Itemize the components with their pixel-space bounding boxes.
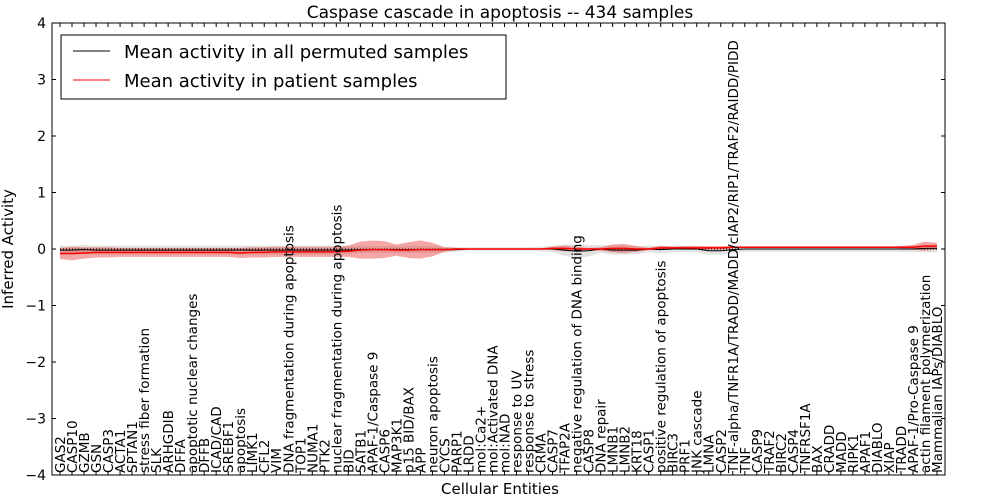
x-tick-label: mol:NAD	[498, 414, 514, 473]
x-tick-label: GAS2	[53, 436, 69, 473]
legend-label-permuted: Mean activity in all permuted samples	[124, 42, 468, 63]
series-line-patient	[60, 245, 937, 255]
x-tick-label: p15 BID/BAX	[401, 387, 417, 473]
y-axis-label: Inferred Activity	[0, 189, 17, 309]
x-tick-label: TRAF2	[762, 430, 778, 474]
x-tick-label: TRADD	[894, 426, 910, 474]
x-tick-label: DNA fragmentation during apoptosis	[281, 225, 297, 473]
x-tick-label: VIM	[269, 448, 285, 473]
y-tick-label: −1	[25, 299, 46, 315]
x-tick-label: CRADD	[822, 425, 838, 473]
x-tick-label: CRMA	[534, 433, 550, 473]
x-tick-label: BIRC2	[774, 433, 790, 473]
x-tick-label: LIMK1	[245, 432, 261, 473]
x-tick-label: PTK2	[317, 439, 333, 473]
x-tick-label: APP	[413, 447, 429, 473]
x-tick-label: neuron apoptosis	[425, 356, 441, 473]
x-tick-label: SLK	[149, 447, 165, 473]
x-tick-label: response to stress	[522, 350, 538, 473]
x-tick-label: MAP3K1	[389, 418, 405, 473]
x-tick-label: LMNB1	[606, 426, 622, 473]
x-tick-label: nuclear fragmentation during apoptosis	[329, 205, 345, 473]
x-tick-label: stress fiber formation	[137, 328, 153, 473]
x-tick-label: TFAP2A	[558, 422, 574, 474]
x-tick-label: SATB1	[353, 430, 369, 473]
legend: Mean activity in all permuted samples Me…	[60, 34, 507, 100]
x-tick-label: negative regulation of DNA binding	[570, 235, 586, 473]
x-tick-label: PRF1	[678, 439, 694, 473]
band-patient	[60, 240, 937, 261]
legend-label-patient: Mean activity in patient samples	[124, 71, 418, 92]
x-tick-label: ACTA1	[113, 430, 129, 473]
x-tick-label: BAX	[810, 445, 826, 473]
x-tick-label: DFFB	[197, 438, 213, 473]
x-tick-label: BID	[341, 449, 357, 473]
x-tick-label: TNF-alpha/TNFR1A/TRADD/MADD/cIAP2/RIP1/T…	[726, 40, 742, 474]
y-tick-label: 0	[37, 242, 46, 258]
x-tick-label: CASP4	[786, 429, 802, 473]
x-tick-label: TNF	[738, 447, 754, 474]
x-tick-label: DNA repair	[594, 399, 610, 473]
y-tick-label: −2	[25, 355, 46, 371]
x-tick-label: LMNA	[702, 434, 718, 473]
x-tick-label: CASP8	[582, 429, 598, 473]
legend-box	[60, 34, 507, 100]
x-tick-label: RIPK1	[846, 434, 862, 473]
y-tick-label: −4	[25, 468, 46, 484]
y-tick-label: 1	[37, 186, 46, 202]
x-tick-label: CASP10	[65, 420, 81, 473]
x-tick-label: TNFRSF1A	[798, 403, 814, 474]
x-tick-label: SREBF1	[221, 421, 237, 473]
x-tick-label: MADD	[834, 431, 850, 473]
x-tick-label: mol:Ca2+	[473, 406, 489, 473]
x-tick-label: APAF-1/Pro-Caspase 9	[906, 325, 922, 473]
y-tick-label: 2	[37, 129, 46, 145]
x-tick-label: DFFA	[173, 438, 189, 473]
x-tick-label: positive regulation of apoptosis	[654, 261, 670, 473]
x-tick-label: ARHGDIB	[161, 410, 177, 473]
x-tick-label: CASP7	[546, 429, 562, 473]
x-tick-label: APAF-1/Caspase 9	[365, 352, 381, 473]
x-tick-label: APAF1	[858, 431, 874, 473]
y-tick-label: 4	[37, 16, 46, 32]
x-tick-label: DIABLO	[870, 422, 886, 473]
x-tick-label: LMNB2	[618, 426, 634, 473]
x-axis-label: Cellular Entities	[441, 480, 559, 498]
x-tick-label: KRT18	[630, 430, 646, 473]
x-tick-label: XIAP	[882, 442, 898, 473]
y-tick-label: 3	[37, 73, 46, 89]
x-tick-label: ICAD/CAD	[209, 406, 225, 473]
x-tick-label: JNK cascade	[690, 390, 706, 474]
x-tick-label: GZMB	[77, 432, 93, 473]
x-tick-label: CYCS	[437, 438, 453, 473]
x-tick-label: CFL2	[257, 440, 273, 473]
x-tick-label: actin filament polymerization	[918, 275, 934, 473]
x-tick-label: CASP1	[642, 429, 658, 473]
x-tick-label: CASP2	[714, 429, 730, 473]
x-tick-label: GSN	[89, 444, 105, 473]
x-tick-label: TOP1	[293, 437, 309, 474]
x-tick-label: CASP9	[750, 429, 766, 473]
x-tick-label: mol:Activated DNA	[485, 345, 501, 473]
x-tick-label: apoptosis	[233, 408, 249, 473]
x-tick-label: CASP3	[101, 429, 117, 473]
x-tick-label: SPTAN1	[125, 421, 141, 473]
x-tick-label: Mammalian IAPs/DIABLO	[930, 307, 946, 473]
x-tick-label: PARP1	[449, 430, 465, 473]
x-tick-label: response to UV	[510, 370, 526, 473]
chart-title: Caspase cascade in apoptosis -- 434 samp…	[307, 3, 694, 23]
x-tick-label: BIRC3	[666, 433, 682, 473]
x-tick-label: apoptotic nuclear changes	[185, 294, 201, 473]
x-tick-label: NUMA1	[305, 424, 321, 473]
x-tick-label: CASP6	[377, 429, 393, 473]
x-tick-label: LRDD	[461, 435, 477, 473]
y-tick-label: −3	[25, 412, 46, 428]
